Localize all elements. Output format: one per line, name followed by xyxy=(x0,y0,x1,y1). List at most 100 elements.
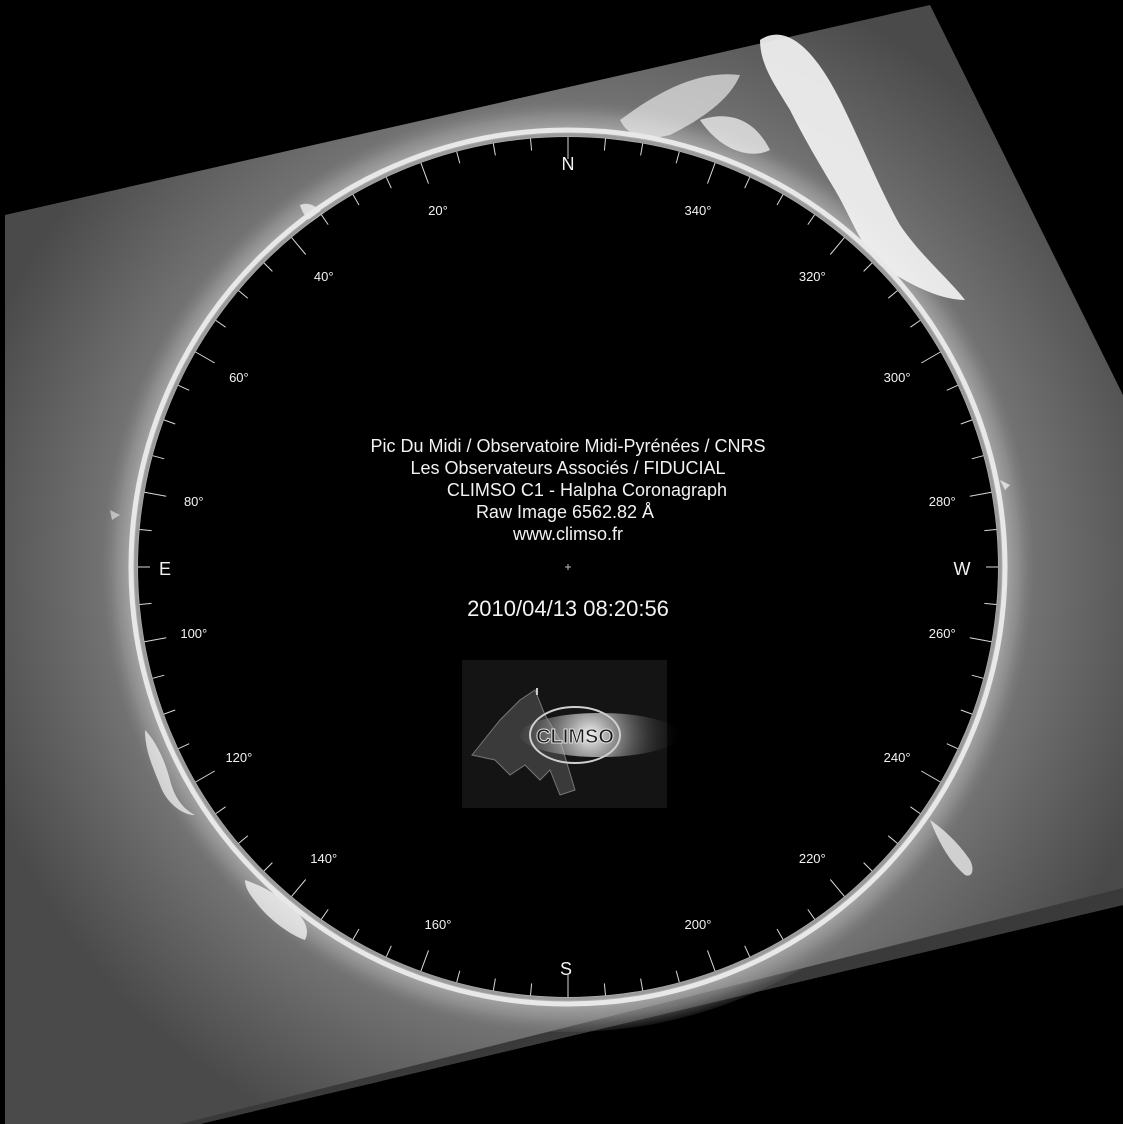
angle-label: 300° xyxy=(884,370,911,385)
credit-line-2: Les Observateurs Associés / FIDUCIAL xyxy=(410,458,725,478)
tick-mark xyxy=(807,909,816,920)
tick-mark xyxy=(420,162,429,184)
tick-mark xyxy=(352,194,360,206)
tick-mark xyxy=(946,743,958,750)
tick-mark xyxy=(829,237,845,255)
cardinal-west: W xyxy=(954,559,971,579)
credit-line-1: Pic Du Midi / Observatoire Midi-Pyrénées… xyxy=(370,436,765,456)
tick-mark xyxy=(910,319,921,328)
angle-label: 40° xyxy=(314,269,334,284)
tick-mark xyxy=(603,138,606,151)
timestamp: 2010/04/13 08:20:56 xyxy=(467,596,669,621)
angle-label: 20° xyxy=(428,203,448,218)
tick-mark xyxy=(352,928,360,940)
tick-mark xyxy=(139,529,152,532)
tick-mark xyxy=(744,177,751,189)
tick-mark xyxy=(492,143,496,156)
angle-label: 320° xyxy=(799,269,826,284)
tick-mark xyxy=(707,950,716,972)
tick-mark xyxy=(320,909,329,920)
tick-mark xyxy=(320,214,329,225)
tick-mark xyxy=(195,351,215,364)
tick-mark xyxy=(456,970,461,983)
tick-mark xyxy=(291,879,307,897)
angle-label: 280° xyxy=(929,494,956,509)
tick-mark xyxy=(215,319,226,328)
tick-mark xyxy=(152,674,165,679)
center-crosshair xyxy=(565,564,571,570)
angle-label: 220° xyxy=(799,851,826,866)
cardinal-east: E xyxy=(159,559,171,579)
climso-logo: CLIMSO xyxy=(462,660,680,808)
tick-mark xyxy=(675,151,680,164)
tick-mark xyxy=(144,637,167,643)
tick-mark xyxy=(263,262,273,272)
tick-mark xyxy=(163,419,176,425)
tick-mark xyxy=(195,770,215,783)
tick-mark xyxy=(263,862,273,872)
tick-mark xyxy=(863,862,873,872)
tick-mark xyxy=(971,674,984,679)
credit-line-4: Raw Image 6562.82 Å xyxy=(476,502,654,522)
compass-ticks xyxy=(138,137,998,997)
tick-mark xyxy=(776,928,784,940)
angle-label: 140° xyxy=(310,851,337,866)
solar-limb-ring xyxy=(128,127,1008,1007)
tick-mark xyxy=(675,970,680,983)
solar-prominences xyxy=(110,34,1010,940)
tick-mark xyxy=(946,384,958,391)
tick-mark xyxy=(152,455,165,460)
tick-mark xyxy=(971,455,984,460)
logo-text: CLIMSO xyxy=(536,726,614,748)
tick-mark xyxy=(492,978,496,991)
tick-mark xyxy=(640,143,644,156)
tick-mark xyxy=(385,945,392,957)
credits-block: Pic Du Midi / Observatoire Midi-Pyrénées… xyxy=(370,436,765,544)
tick-mark xyxy=(215,806,226,815)
tick-mark xyxy=(163,709,176,715)
tick-mark xyxy=(603,983,606,996)
angle-label: 260° xyxy=(929,626,956,641)
credit-line-3: CLIMSO C1 - Halpha Coronagraph xyxy=(447,480,727,500)
tick-mark xyxy=(921,351,941,364)
angle-label: 60° xyxy=(229,370,249,385)
tick-mark xyxy=(960,419,973,425)
cardinal-south: S xyxy=(560,959,572,979)
tick-mark xyxy=(178,384,190,391)
angle-label: 200° xyxy=(685,917,712,932)
tick-mark xyxy=(969,491,992,497)
tick-mark xyxy=(960,709,973,715)
compass-angle-labels: 20° 40° 60° 80° 100° 120° 140° 160° 200° 220° 240°… xyxy=(180,203,955,932)
cardinal-north: N xyxy=(562,154,575,174)
angle-label: 80° xyxy=(184,494,204,509)
credit-line-5: www.climso.fr xyxy=(512,524,623,544)
angle-label: 100° xyxy=(180,626,207,641)
angle-label: 120° xyxy=(225,750,252,765)
tick-mark xyxy=(530,983,533,996)
tick-mark xyxy=(829,879,845,897)
tick-mark xyxy=(969,637,992,643)
tick-mark xyxy=(984,529,997,532)
tick-mark xyxy=(640,978,644,991)
tick-mark xyxy=(291,237,307,255)
tick-mark xyxy=(238,290,249,299)
tick-mark xyxy=(863,262,873,272)
tick-mark xyxy=(420,950,429,972)
tick-mark xyxy=(910,806,921,815)
tick-mark xyxy=(139,602,152,605)
tick-mark xyxy=(385,177,392,189)
tick-mark xyxy=(744,945,751,957)
tick-mark xyxy=(921,770,941,783)
tick-mark xyxy=(707,162,716,184)
tick-mark xyxy=(178,743,190,750)
tick-mark xyxy=(530,138,533,151)
tick-mark xyxy=(238,835,249,844)
angle-label: 240° xyxy=(884,750,911,765)
tick-mark xyxy=(776,194,784,206)
solar-limb-ring-inner xyxy=(134,133,1002,1001)
tick-mark xyxy=(887,290,898,299)
angle-label: 340° xyxy=(685,203,712,218)
tick-mark xyxy=(887,835,898,844)
tick-mark xyxy=(456,151,461,164)
